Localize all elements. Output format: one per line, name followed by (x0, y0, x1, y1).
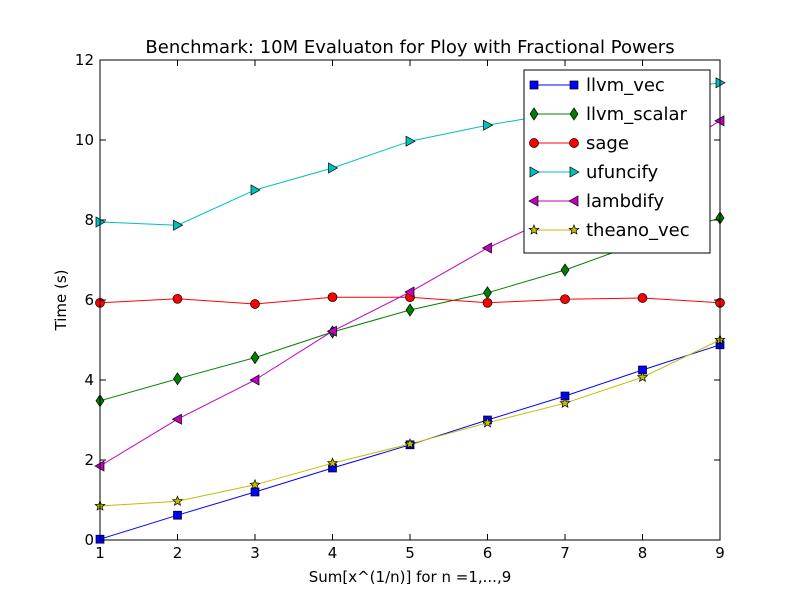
x-axis-label: Sum[x^(1/n)] for n =1,...,9 (309, 568, 512, 586)
y-tick-label: 8 (84, 211, 94, 229)
data-point-llvm_vec-2 (173, 510, 182, 520)
data-point-theano_vec-5 (404, 438, 416, 449)
data-point-lambdify-3 (249, 374, 260, 386)
data-point-ufuncify-2 (173, 219, 184, 231)
legend-marker-start (529, 166, 540, 178)
legend-label: llvm_scalar (586, 104, 688, 125)
data-point-llvm_vec-3 (250, 487, 260, 497)
legend-label: ufuncify (586, 162, 658, 183)
data-point-theano_vec-8 (636, 371, 649, 383)
series-line-theano_vec (99, 339, 721, 507)
data-point-llvm_scalar-3 (250, 350, 260, 365)
data-point-ufuncify-5 (405, 135, 416, 147)
x-tick-label: 5 (405, 544, 415, 562)
legend-label: sage (586, 133, 629, 154)
data-point-sage-7 (560, 294, 570, 305)
y-tick-label: 2 (84, 451, 94, 469)
y-axis-label: Time (s) (52, 270, 70, 332)
series-theano_vec (94, 334, 726, 511)
legend-marker-end (569, 80, 579, 90)
y-tick-label: 6 (84, 291, 94, 309)
y-tick-label: 12 (75, 51, 94, 69)
data-point-llvm_scalar-5 (405, 303, 415, 317)
data-point-theano_vec-3 (249, 478, 261, 490)
data-point-theano_vec-7 (559, 397, 571, 409)
legend-marker-start (528, 195, 539, 207)
legend-entry-ufuncify: ufuncify (529, 162, 658, 183)
legend-marker-start (529, 107, 539, 121)
data-point-sage-6 (482, 297, 493, 308)
x-tick-label: 4 (328, 544, 338, 562)
data-point-theano_vec-6 (481, 416, 494, 428)
legend-marker-end (569, 107, 579, 121)
legend-label: lambdify (586, 191, 664, 212)
data-point-theano_vec-2 (171, 495, 184, 507)
legend-entry-llvm_vec: llvm_vec (529, 75, 665, 96)
legend-entry-lambdify: lambdify (528, 191, 664, 212)
legend-entry-llvm_scalar: llvm_scalar (529, 104, 688, 125)
legend-entry-sage: sage (529, 133, 629, 154)
legend-marker-start (529, 80, 539, 90)
legend-entry-theano_vec: theano_vec (528, 220, 690, 241)
legend-label: llvm_vec (586, 75, 665, 96)
data-point-sage-3 (250, 299, 260, 309)
x-tick-label: 6 (483, 544, 493, 562)
legend-marker-end (568, 224, 580, 235)
y-tick-label: 4 (84, 371, 94, 389)
data-point-llvm_scalar-7 (560, 263, 570, 277)
data-point-ufuncify-6 (483, 119, 494, 131)
data-point-lambdify-6 (481, 242, 492, 254)
x-tick-label: 2 (173, 544, 183, 562)
data-point-lambdify-2 (171, 413, 182, 425)
legend-marker-end (569, 138, 579, 148)
legend-marker-start (528, 224, 540, 235)
x-tick-label: 8 (638, 544, 648, 562)
series-sage (95, 292, 725, 309)
x-tick-label: 1 (95, 544, 105, 562)
data-point-theano_vec-4 (326, 457, 339, 469)
y-tick-label: 10 (75, 131, 94, 149)
data-point-lambdify-4 (326, 325, 337, 337)
data-point-sage-4 (327, 292, 338, 303)
x-tick-label: 3 (250, 544, 260, 562)
data-point-sage-8 (637, 293, 648, 303)
y-tick-label: 0 (84, 531, 94, 549)
legend-marker-end (569, 166, 580, 178)
data-point-ufuncify-3 (250, 184, 261, 196)
data-point-sage-2 (172, 293, 183, 304)
legend-marker-end (568, 195, 579, 207)
data-point-ufuncify-4 (328, 162, 339, 174)
data-point-llvm_scalar-2 (173, 372, 182, 386)
data-point-llvm_scalar-6 (483, 286, 492, 300)
chart-title: Benchmark: 10M Evaluaton for Ploy with F… (145, 37, 674, 58)
x-tick-label: 9 (715, 544, 725, 562)
legend-label: theano_vec (586, 220, 690, 241)
legend-marker-start (529, 138, 539, 148)
x-tick-label: 7 (560, 544, 570, 562)
legend-box (523, 69, 711, 254)
data-point-lambdify-5 (404, 286, 415, 298)
